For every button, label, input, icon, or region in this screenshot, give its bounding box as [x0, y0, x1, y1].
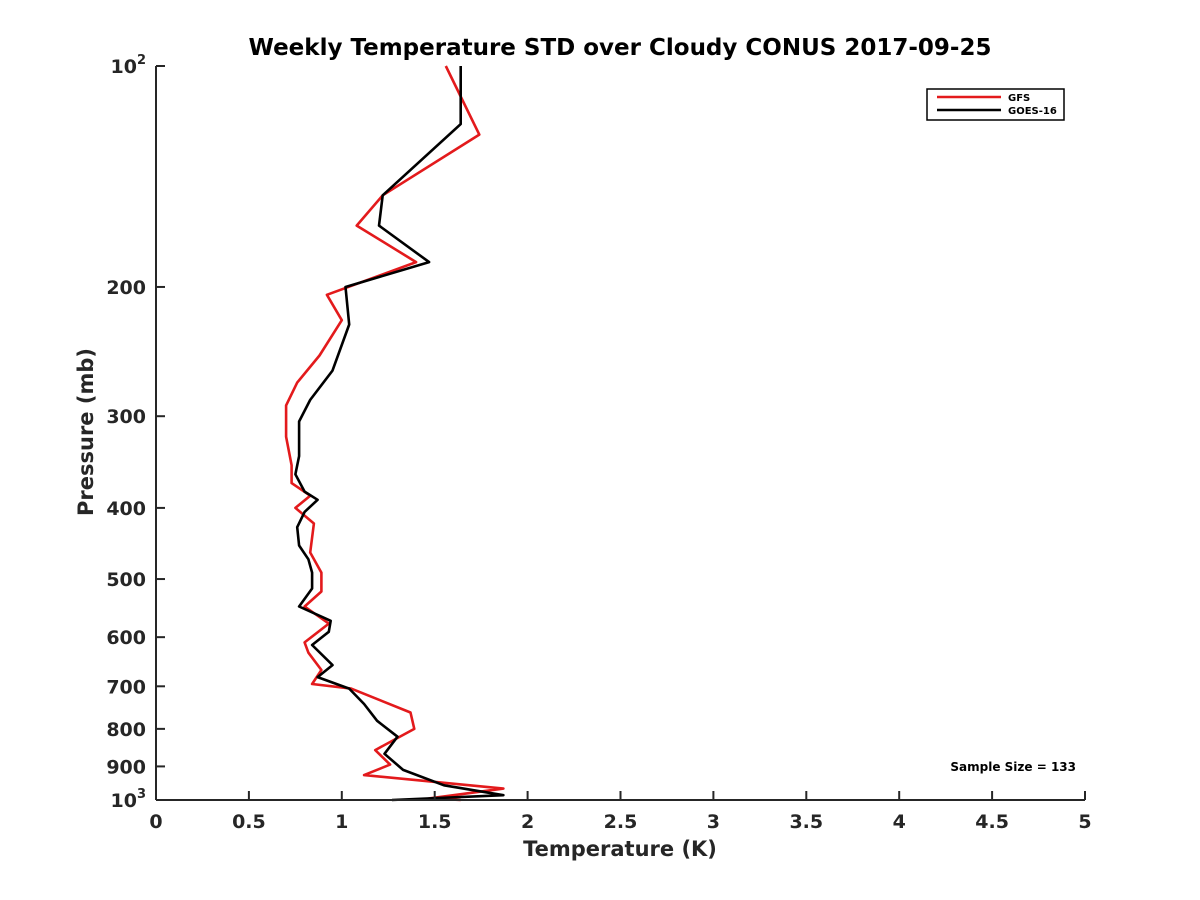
x-tick-label: 4.5 — [975, 811, 1009, 833]
y-tick-label: 400 — [106, 498, 146, 520]
x-tick-label: 5 — [1078, 811, 1091, 833]
y-tick-label: 500 — [106, 569, 146, 591]
y-tick-label: 700 — [106, 676, 146, 698]
y-tick-label: 600 — [106, 627, 146, 649]
y-tick-label: 900 — [106, 756, 146, 778]
x-tick-label: 2 — [521, 811, 534, 833]
x-tick-label: 2.5 — [604, 811, 638, 833]
legend: GFS GOES-16 — [926, 88, 1065, 121]
series-line-goes16 — [294, 66, 505, 802]
x-tick-label: 1 — [335, 811, 348, 833]
y-tick-label: 800 — [106, 719, 146, 741]
y-tick-label: 102 — [111, 53, 147, 78]
x-tick-label: 3 — [707, 811, 720, 833]
legend-label-gfs: GFS — [1008, 93, 1030, 104]
y-tick-label: 103 — [111, 787, 147, 812]
x-axis: 0 0.5 1 1.5 2 2.5 3 3.5 4 4.5 5 — [149, 791, 1092, 833]
legend-label-goes16: GOES-16 — [1008, 106, 1057, 117]
y-tick-label: 200 — [106, 277, 146, 299]
x-tick-label: 3.5 — [789, 811, 823, 833]
x-tick-label: 1.5 — [418, 811, 452, 833]
y-axis: 102 200 300 400 500 600 700 800 900 103 — [106, 53, 165, 812]
chart-title: Weekly Temperature STD over Cloudy CONUS… — [249, 35, 992, 61]
x-tick-label: 0.5 — [232, 811, 266, 833]
legend-box — [926, 88, 1065, 121]
y-axis-label: Pressure (mb) — [74, 348, 98, 516]
x-tick-label: 4 — [893, 811, 906, 833]
x-tick-label: 0 — [149, 811, 162, 833]
y-tick-label: 300 — [106, 406, 146, 428]
x-axis-label: Temperature (K) — [523, 837, 717, 861]
sample-size-annotation: Sample Size = 133 — [950, 760, 1076, 774]
